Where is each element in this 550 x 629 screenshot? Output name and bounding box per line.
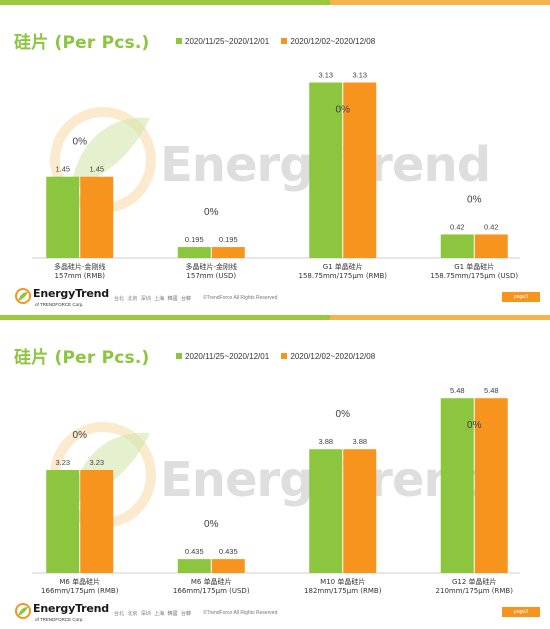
data-label: 0.42 <box>450 222 465 231</box>
data-label: 0.435 <box>219 547 238 556</box>
energytrend-logo-icon <box>15 288 31 304</box>
bar-orange <box>474 398 508 573</box>
change-label: 0% <box>467 194 482 205</box>
bar-green <box>309 449 343 573</box>
chart-title: 硅片 (Per Pcs.) <box>14 348 150 368</box>
top-accent-bar <box>0 315 550 320</box>
legend-label: 2020/12/02~2020/12/08 <box>290 37 376 46</box>
legend-swatch-green <box>176 353 182 359</box>
category-label: 157mm (RMB) <box>55 272 106 280</box>
bar-orange <box>211 559 245 573</box>
bar-green <box>177 247 211 258</box>
logo-subtext: of TRENDFORCE Corp. <box>35 302 84 307</box>
category-label: 多晶硅片-金刚线 <box>54 262 106 271</box>
energytrend-logo-icon <box>15 603 31 619</box>
data-label: 0.435 <box>185 547 204 556</box>
category-label: 多晶硅片-金刚线 <box>185 262 237 271</box>
top-accent-bar <box>0 0 550 5</box>
bar-orange <box>343 449 377 573</box>
category-label: M6 单晶硅片 <box>59 577 100 586</box>
data-label: 3.88 <box>352 437 367 446</box>
data-label: 5.48 <box>450 386 465 395</box>
data-label: 3.13 <box>352 71 367 80</box>
legend-item-series-1: 2020/11/25~2020/12/01 <box>176 37 269 46</box>
category-label: 158.75mm/175μm (USD) <box>430 272 518 280</box>
bar-orange <box>474 234 508 258</box>
category-label: 182mm/175μm (RMB) <box>304 587 382 595</box>
slide-2: EnergyTrend 硅片 (Per Pcs.) 2020/11/25~202… <box>0 315 550 629</box>
bar-orange <box>80 469 114 573</box>
change-label: 0% <box>204 207 219 218</box>
category-label: 158.75mm/175μm (RMB) <box>298 272 387 280</box>
change-label: 0% <box>204 519 219 530</box>
legend-item-series-2: 2020/12/02~2020/12/08 <box>281 352 375 361</box>
bar-green <box>46 176 80 258</box>
legend-label: 2020/12/02~2020/12/08 <box>290 352 376 361</box>
bar-green <box>46 469 80 573</box>
legend-label: 2020/11/25~2020/12/01 <box>185 37 270 46</box>
category-label: G1 单晶硅片 <box>454 262 494 271</box>
energytrend-logo: EnergyTrend of TRENDFORCE Corp. <box>14 602 114 626</box>
bar-orange <box>211 247 245 258</box>
category-label: M6 单晶硅片 <box>191 577 232 586</box>
data-label: 3.13 <box>318 71 333 80</box>
data-label: 3.23 <box>89 458 104 467</box>
bar-orange <box>80 176 114 258</box>
category-label: 210mm/175μm (RMB) <box>436 587 514 595</box>
data-label: 1.45 <box>55 165 70 174</box>
bar-orange <box>343 82 377 258</box>
footer: EnergyTrend of TRENDFORCE Corp. 台北 北京 深圳… <box>0 279 550 314</box>
office-cities: 台北 北京 深圳 上海 韓國 台韓 <box>114 296 191 302</box>
legend-label: 2020/11/25~2020/12/01 <box>185 352 270 361</box>
bar-green <box>440 398 474 573</box>
category-label: 157mm (USD) <box>186 272 236 280</box>
category-label: 166mm/175μm (RMB) <box>41 587 119 595</box>
data-label: 0.195 <box>185 235 204 244</box>
data-label: 1.45 <box>89 165 104 174</box>
category-label: M10 单晶硅片 <box>320 577 365 586</box>
copyright-text: ©TrendForce All Rights Reserved <box>203 610 278 616</box>
change-label: 0% <box>336 409 351 420</box>
category-label: G12 单晶硅片 <box>452 577 497 586</box>
legend-item-series-1: 2020/11/25~2020/12/01 <box>176 352 269 361</box>
legend-swatch-orange <box>281 353 288 359</box>
chart-legend: 2020/11/25~2020/12/01 2020/12/02~2020/12… <box>176 352 385 361</box>
logo-text: EnergyTrend <box>33 287 109 300</box>
bar-green <box>177 559 211 573</box>
bar-green <box>309 82 343 258</box>
data-label: 3.88 <box>318 437 333 446</box>
category-label: 166mm/175μm (USD) <box>173 587 250 595</box>
legend-item-series-2: 2020/12/02~2020/12/08 <box>281 37 375 46</box>
chart-legend: 2020/11/25~2020/12/01 2020/12/02~2020/12… <box>176 37 385 46</box>
legend-swatch-orange <box>281 38 288 44</box>
copyright-text: ©TrendForce All Rights Reserved <box>203 295 278 301</box>
change-label: 0% <box>467 420 482 431</box>
office-cities: 台北 北京 深圳 上海 韓國 台韓 <box>114 611 191 617</box>
legend-swatch-green <box>176 38 182 44</box>
logo-subtext: of TRENDFORCE Corp. <box>35 617 84 622</box>
logo-text: EnergyTrend <box>33 602 109 615</box>
page-number-tag: page3 <box>502 607 540 617</box>
data-label: 0.42 <box>484 222 499 231</box>
data-label: 0.195 <box>219 235 238 244</box>
bar-green <box>440 234 474 258</box>
data-label: 3.23 <box>55 458 70 467</box>
chart-title: 硅片 (Per Pcs.) <box>14 33 150 53</box>
change-label: 0% <box>336 105 351 116</box>
slide-1: EnergyTrend 硅片 (Per Pcs.) 2020/11/25~202… <box>0 0 550 314</box>
category-label: G1 单晶硅片 <box>323 262 363 271</box>
change-label: 0% <box>73 137 88 148</box>
data-label: 5.48 <box>484 386 499 395</box>
change-label: 0% <box>73 430 88 441</box>
energytrend-logo: EnergyTrend of TRENDFORCE Corp. <box>14 287 114 311</box>
page-number-tag: page3 <box>502 292 540 302</box>
footer: EnergyTrend of TRENDFORCE Corp. 台北 北京 深圳… <box>0 594 550 629</box>
